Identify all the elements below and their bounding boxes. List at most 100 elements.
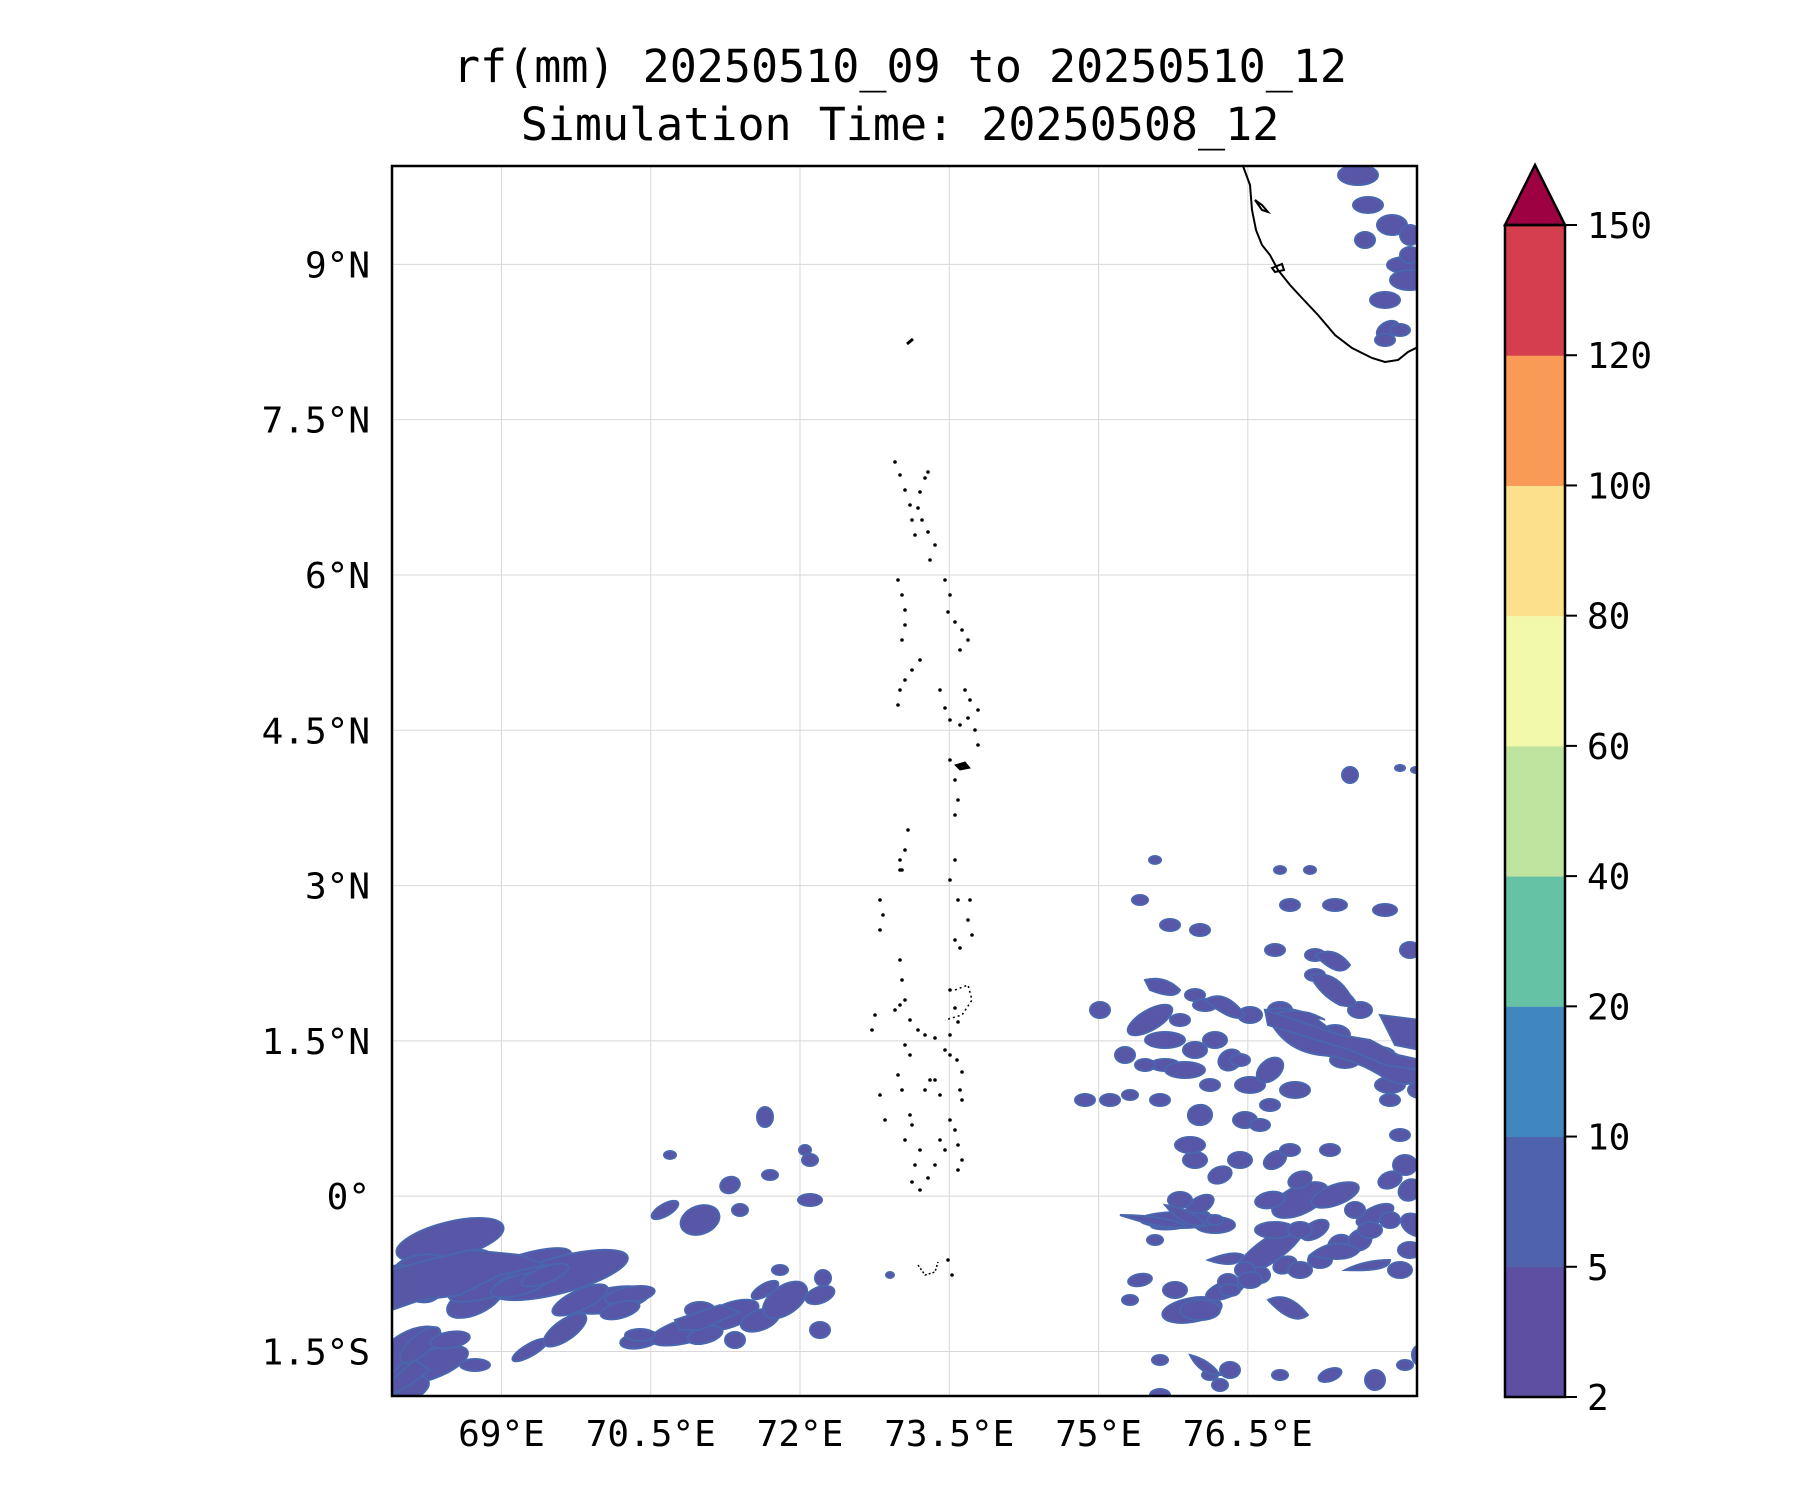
atoll-dot <box>956 1143 960 1147</box>
rain-cell <box>1344 1201 1366 1219</box>
rain-cell <box>551 1283 609 1317</box>
rain-cell <box>1227 1151 1253 1169</box>
atoll-dot <box>938 1138 942 1142</box>
atoll-dot <box>908 503 912 507</box>
atoll-dot <box>970 933 974 937</box>
atoll-dot <box>906 828 910 832</box>
atoll-dot <box>928 558 932 562</box>
rain-cell <box>1162 1281 1188 1299</box>
atoll-dot <box>898 688 902 692</box>
colorbar-level-label: 60 <box>1587 727 1630 768</box>
coastline-detail <box>1254 199 1272 215</box>
atoll-dot <box>946 610 950 614</box>
atoll-dot <box>958 648 962 652</box>
rain-cell <box>1399 941 1417 959</box>
rain-cell <box>1271 1369 1289 1381</box>
atoll-dot <box>903 1138 907 1142</box>
atoll-dot <box>953 858 957 862</box>
rain-cell <box>1074 1093 1096 1107</box>
atoll-dot <box>908 1113 912 1117</box>
map-subtitle: Simulation Time: 20250508_12 <box>520 98 1280 151</box>
rain-cell <box>1411 1344 1417 1366</box>
colorbar-segment <box>1505 876 1565 1007</box>
rain-cell <box>1357 1221 1383 1239</box>
atoll-dot <box>900 978 904 982</box>
rain-cell <box>1369 291 1401 309</box>
atoll-dot <box>933 1036 937 1040</box>
colorbar-segment <box>1505 745 1565 877</box>
atoll-dot <box>960 628 964 632</box>
colorbar-level-label: 5 <box>1587 1248 1609 1289</box>
rain-cell <box>1229 1053 1251 1067</box>
rain-cell <box>1187 1104 1213 1126</box>
atoll-dot <box>956 1020 960 1024</box>
rain-cell <box>1279 1081 1311 1099</box>
atoll-dot <box>910 518 914 522</box>
rain-cell <box>542 1312 588 1348</box>
rain-cell <box>1399 224 1417 246</box>
rain-cell <box>1206 1214 1224 1226</box>
rain-cell <box>1303 865 1317 875</box>
atoll-dot <box>960 1158 964 1162</box>
rain-cell <box>1131 894 1149 906</box>
atoll-dot <box>881 913 885 917</box>
rain-band <box>1188 1353 1222 1377</box>
rain-cell <box>1394 764 1406 772</box>
rain-cell <box>1164 1061 1206 1079</box>
atoll-dot <box>903 623 907 627</box>
atoll-dot <box>903 848 907 852</box>
colorbar-level-label: 40 <box>1587 857 1630 898</box>
rain-cell <box>1144 1031 1186 1049</box>
atoll-dot <box>953 620 957 624</box>
rain-cell <box>1372 903 1398 917</box>
atoll-dot <box>955 1058 959 1062</box>
rain-cell <box>1400 1212 1417 1238</box>
rain-cell <box>1264 943 1286 957</box>
rain-cell <box>650 1199 680 1221</box>
atoll-dot <box>896 578 900 582</box>
lon-tick-label: 72°E <box>757 1414 844 1455</box>
atoll-dot <box>953 938 957 942</box>
rain-cell <box>1202 1031 1228 1049</box>
rain-band <box>673 1303 743 1331</box>
colorbar-segment <box>1505 225 1565 356</box>
lat-tick-label: 7.5°N <box>262 401 370 442</box>
rain-band <box>1378 1013 1417 1051</box>
rain-cell <box>1207 1165 1233 1185</box>
rain-cell <box>771 1264 789 1276</box>
atoll-dot <box>893 1008 897 1012</box>
rain-cell <box>1219 1283 1241 1297</box>
longitude-ticks: 69°E 70.5°E 72°E 73.5°E 75°E 76.5°E <box>458 1414 1313 1455</box>
colorbar-level-label: 20 <box>1587 987 1630 1028</box>
atoll-dot <box>933 1078 937 1082</box>
atoll-dot <box>948 1118 952 1122</box>
rain-cell <box>809 1321 831 1339</box>
rain-band <box>1205 1252 1245 1265</box>
atoll-dot <box>910 1123 914 1127</box>
rain-cell <box>1219 1361 1241 1379</box>
atoll-dot <box>966 918 970 922</box>
atoll-dot <box>933 1163 937 1167</box>
rain-cell <box>1255 1056 1285 1084</box>
atoll-dot <box>953 778 957 782</box>
rain-cell <box>1126 1003 1174 1037</box>
atoll-dot <box>960 1070 964 1074</box>
atoll-dot <box>870 1028 874 1032</box>
rain-cell <box>1392 1154 1417 1176</box>
atoll-dot <box>878 1093 882 1097</box>
rain-cell <box>679 1204 721 1236</box>
rain-cell <box>1379 1093 1401 1107</box>
rain-cell <box>1354 231 1376 249</box>
atoll-dot <box>943 706 947 710</box>
atoll-dot <box>910 1180 914 1184</box>
colorbar-frame <box>1503 223 1567 1399</box>
rain-cell <box>1127 1272 1153 1288</box>
rain-cell <box>1352 196 1384 214</box>
lat-tick-label: 3°N <box>305 867 370 908</box>
atoll-dot <box>913 1163 917 1167</box>
atoll-dot <box>918 658 922 662</box>
rain-cell <box>1337 166 1379 186</box>
atoll-dot <box>896 1073 900 1077</box>
atoll-dot <box>948 593 952 597</box>
rain-cell <box>1182 1151 1208 1169</box>
